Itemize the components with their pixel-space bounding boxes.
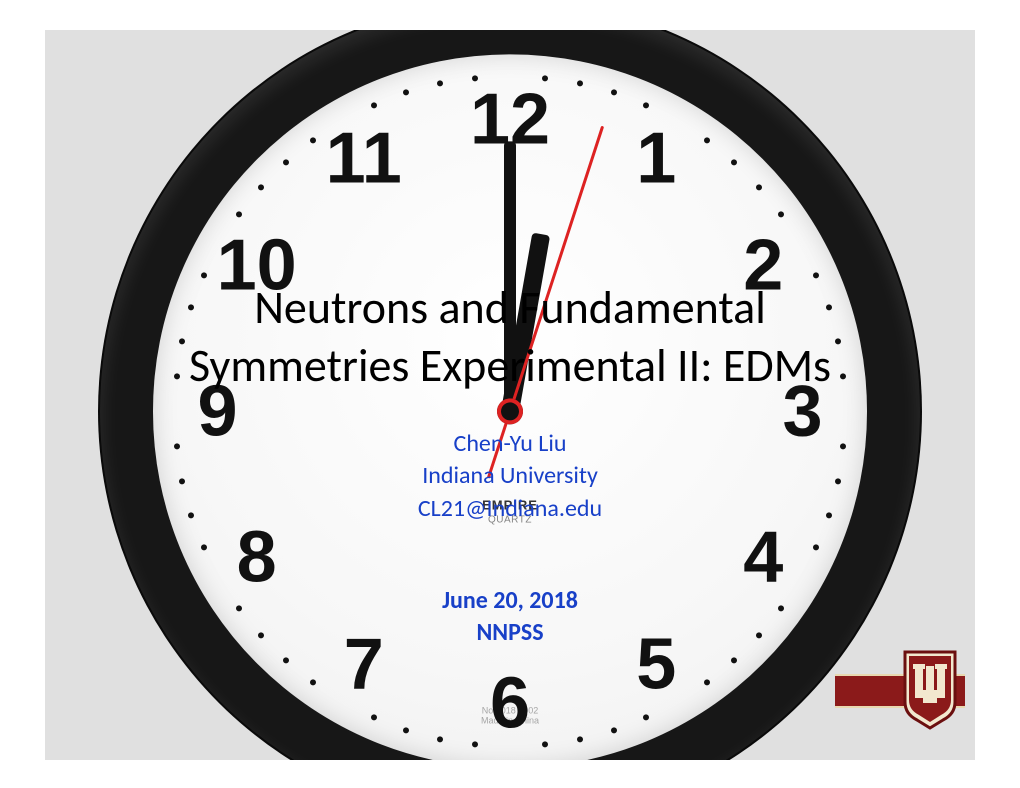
minute-tick-icon <box>643 102 649 108</box>
title-line-2: Symmetries Experimental II: EDMs <box>189 338 831 394</box>
clock-hub-icon <box>497 398 523 424</box>
minute-tick-icon <box>310 680 316 686</box>
minute-tick-icon <box>704 137 710 143</box>
minute-tick-icon <box>201 272 207 278</box>
minute-tick-icon <box>577 80 583 86</box>
clock-number: 6 <box>490 663 530 745</box>
clock-number: 1 <box>636 117 676 199</box>
talk-date: June 20, 2018 <box>45 585 975 617</box>
author-affiliation: Indiana University <box>45 460 975 492</box>
minute-tick-icon <box>472 742 478 748</box>
minute-tick-icon <box>283 159 289 165</box>
minute-tick-icon <box>437 80 443 86</box>
minute-tick-icon <box>371 715 377 721</box>
minute-tick-icon <box>731 159 737 165</box>
minute-tick-icon <box>813 272 819 278</box>
date-block: June 20, 2018 NNPSS <box>45 585 975 650</box>
title-line-1: Neutrons and Fundamental <box>254 280 766 336</box>
minute-tick-icon <box>643 715 649 721</box>
minute-tick-icon <box>403 727 409 733</box>
iu-shield-icon <box>901 650 959 730</box>
slide-title: Neutrons and Fundamental Symmetries Expe… <box>45 280 975 395</box>
clock-image: EMPIRE QUARTZ No.2018 2002 Made in China… <box>100 30 920 760</box>
minute-tick-icon <box>437 736 443 742</box>
minute-tick-icon <box>813 545 819 551</box>
minute-tick-icon <box>283 658 289 664</box>
minute-tick-icon <box>371 102 377 108</box>
minute-tick-icon <box>472 75 478 81</box>
author-block: Chen-Yu Liu Indiana University CL21@Indi… <box>45 428 975 525</box>
author-name: Chen-Yu Liu <box>45 428 975 460</box>
author-email: CL21@Indiana.edu <box>45 493 975 525</box>
minute-tick-icon <box>310 137 316 143</box>
minute-tick-icon <box>577 736 583 742</box>
minute-tick-icon <box>403 89 409 95</box>
minute-tick-icon <box>756 184 762 190</box>
clock-number: 11 <box>326 117 402 199</box>
institution-logo <box>835 656 965 726</box>
clock-number: 12 <box>470 78 550 160</box>
minute-tick-icon <box>236 211 242 217</box>
slide: EMPIRE QUARTZ No.2018 2002 Made in China… <box>45 30 975 760</box>
minute-tick-icon <box>542 75 548 81</box>
minute-tick-icon <box>611 727 617 733</box>
talk-venue: NNPSS <box>45 617 975 649</box>
minute-tick-icon <box>201 545 207 551</box>
minute-tick-icon <box>542 742 548 748</box>
minute-tick-icon <box>704 680 710 686</box>
minute-tick-icon <box>611 89 617 95</box>
minute-tick-icon <box>731 658 737 664</box>
minute-tick-icon <box>778 211 784 217</box>
minute-tick-icon <box>258 184 264 190</box>
